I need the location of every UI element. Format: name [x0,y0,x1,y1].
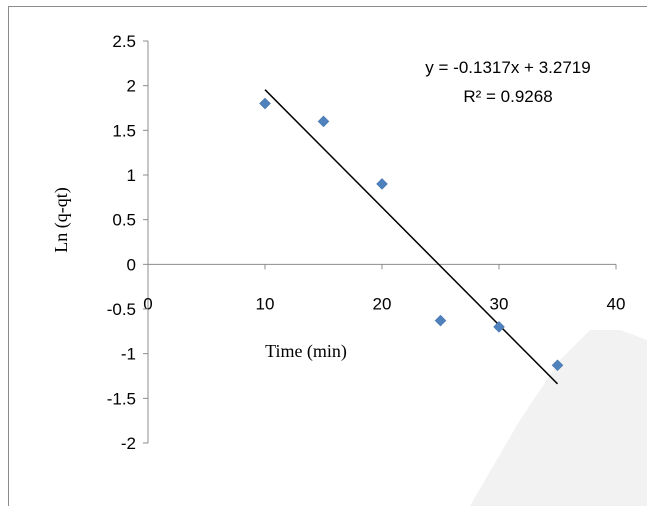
data-point [259,97,271,110]
x-tick-label: 30 [490,294,509,313]
y-tick-label: -1.5 [107,389,136,408]
y-tick-label: -2 [121,434,136,453]
x-tick-label: 20 [373,294,392,313]
data-point [317,115,330,128]
y-tick-label: 2 [127,77,136,96]
y-tick-label: -1 [121,345,136,364]
x-axis-ticks: 0 10 20 30 40 [143,264,625,313]
data-point [551,359,564,372]
data-point [493,321,505,333]
y-tick-label: 2.5 [112,32,136,51]
x-tick-label: 0 [143,294,152,313]
r-squared-label: R² = 0.9268 [463,87,552,106]
x-tick-label: 40 [607,294,626,313]
linear-trendline [264,89,559,385]
y-tick-label: 0 [127,255,136,274]
y-tick-label: -0.5 [107,300,136,319]
x-tick-label: 10 [256,294,275,313]
chart-frame [8,6,647,506]
data-point [434,314,447,327]
data-points [259,97,564,372]
watermark-mark [470,330,647,506]
y-tick-label: 0.5 [112,211,136,230]
x-axis-title: Time (min) [265,341,347,362]
y-axis-title: Ln (q-qt) [51,187,72,252]
y-axis-ticks: 2.5 2 1.5 1 0.5 0 -0.5 -1 -1.5 -2 [107,32,148,453]
data-point [376,178,388,190]
y-tick-label: 1 [127,166,136,185]
trendline-equation: y = -0.1317x + 3.2719 [425,58,590,77]
y-tick-label: 1.5 [112,121,136,140]
